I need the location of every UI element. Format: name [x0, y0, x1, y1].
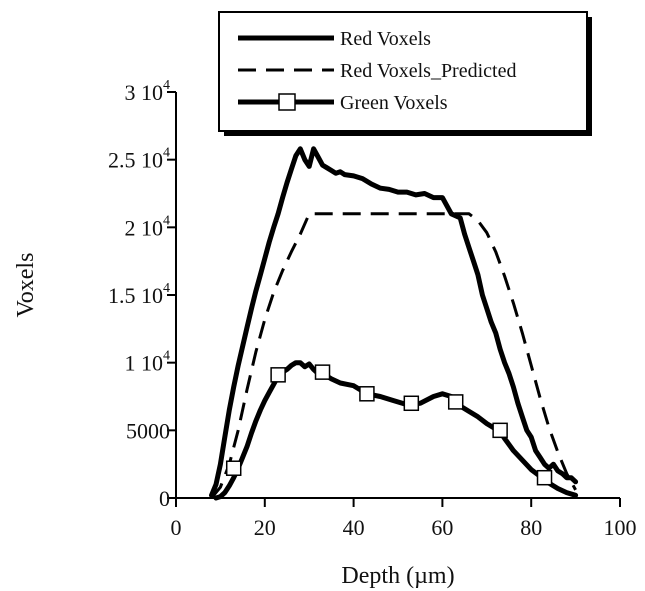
series-line-2 — [213, 360, 579, 501]
x-tick-label: 40 — [343, 515, 365, 540]
x-tick-label: 60 — [431, 515, 453, 540]
series-marker — [225, 460, 242, 476]
x-tick-label: 80 — [520, 515, 542, 540]
legend-label-2: Green Voxels — [340, 92, 448, 114]
y-tick-label: 1.5 104 — [108, 281, 170, 308]
x-tick-label: 0 — [171, 515, 182, 540]
y-tick-label: 1 104 — [125, 349, 171, 376]
series-marker — [270, 367, 286, 383]
series-layer — [209, 146, 579, 501]
plot-area: 0 5000 1 104 1.5 104 2 104 2.5 104 3 104 0 20 40… — [108, 78, 637, 540]
y-tick-label: 2.5 104 — [108, 146, 170, 173]
series-marker — [403, 395, 420, 412]
series-line-0 — [209, 146, 579, 498]
series-marker — [492, 422, 508, 439]
legend-marker — [278, 93, 296, 111]
x-tick-label: 20 — [254, 515, 276, 540]
y-ticks: 0 5000 1 104 1.5 104 2 104 2.5 104 3 104 — [108, 78, 176, 511]
legend: Red Voxels Red Voxels_Predicted Green Voxe… — [218, 11, 592, 136]
series-line-1 — [210, 212, 577, 499]
legend-label-1: Red Voxels_Predicted — [340, 60, 516, 82]
y-axis-title: Voxels — [13, 253, 39, 318]
legend-items: Red Voxels Red Voxels_Predicted Green Voxe… — [238, 28, 516, 114]
y-tick-label: 0 — [159, 486, 170, 511]
series-marker — [359, 386, 375, 402]
x-tick-label: 100 — [604, 515, 637, 540]
y-tick-label: 3 104 — [125, 78, 171, 105]
series-marker — [536, 469, 553, 486]
x-axis-title: Depth (µm) — [341, 563, 454, 589]
legend-label-0: Red Voxels — [340, 28, 431, 50]
y-tick-label: 2 104 — [125, 213, 171, 240]
series-marker — [314, 364, 331, 380]
series-marker — [447, 394, 464, 410]
x-ticks: 0 20 40 60 80 100 — [171, 498, 637, 540]
y-tick-label: 5000 — [126, 418, 170, 443]
